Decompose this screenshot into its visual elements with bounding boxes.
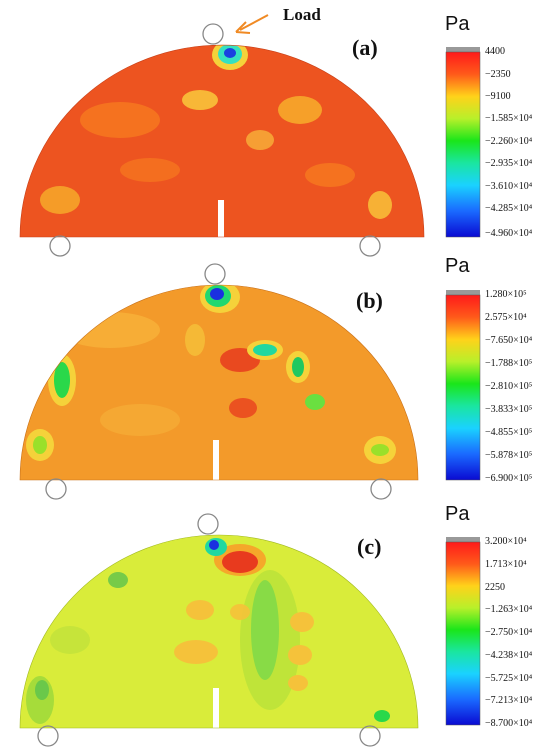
colorbar-b-tick-7: −5.878×10⁵ bbox=[485, 450, 532, 461]
colorbar-c-tick-6: −5.725×10⁴ bbox=[485, 673, 533, 684]
colorbar-b-tick-5: −3.833×10⁵ bbox=[485, 404, 532, 415]
colorbar-b-tick-4: −2.810×10⁵ bbox=[485, 381, 532, 392]
colorbar-b-tick-0: 1.280×10⁵ bbox=[485, 289, 527, 300]
colorbar-c-tick-2: 2250 bbox=[485, 582, 505, 593]
panel-b: (b) Pa 1.280×10⁵ 2.575×10⁴ −7.650×10⁴ −1… bbox=[19, 255, 533, 500]
panel-label-c: (c) bbox=[357, 534, 381, 559]
load-arrow-icon bbox=[235, 14, 269, 34]
colorbar-c-tick-3: −1.263×10⁴ bbox=[485, 604, 533, 615]
unit-label-b: Pa bbox=[445, 255, 470, 277]
colorbar-a bbox=[445, 47, 481, 238]
support-right-c bbox=[359, 725, 381, 747]
colorbar-c-tick-5: −4.238×10⁴ bbox=[485, 650, 533, 661]
support-left-a bbox=[49, 235, 71, 257]
colorbar-c-tick-8: −8.700×10⁴ bbox=[485, 718, 533, 729]
colorbar-c bbox=[445, 537, 481, 726]
panel-a: Load (a) Pa 4400 −2350 −9100 −1.585×10⁴ … bbox=[19, 5, 533, 257]
panel-c-contour bbox=[20, 535, 418, 728]
load-point-a bbox=[202, 23, 224, 45]
colorbar-a-tick-1: −2350 bbox=[485, 69, 511, 80]
colorbar-b bbox=[445, 290, 481, 481]
support-right-b bbox=[370, 478, 392, 500]
colorbar-a-tick-3: −1.585×10⁴ bbox=[485, 113, 533, 124]
unit-label-c: Pa bbox=[445, 503, 470, 525]
panel-a-contour bbox=[20, 45, 424, 237]
colorbar-b-tick-1: 2.575×10⁴ bbox=[485, 312, 527, 323]
load-label: Load bbox=[283, 5, 321, 24]
load-point-b bbox=[204, 263, 226, 285]
colorbar-a-tick-2: −9100 bbox=[485, 91, 511, 102]
colorbar-a-tick-7: −4.285×10⁴ bbox=[485, 203, 533, 214]
colorbar-a-tick-4: −2.260×10⁴ bbox=[485, 136, 533, 147]
colorbar-b-tick-3: −1.788×10⁵ bbox=[485, 358, 532, 369]
colorbar-b-ticks: 1.280×10⁵ 2.575×10⁴ −7.650×10⁴ −1.788×10… bbox=[485, 289, 533, 484]
colorbar-a-tick-8: −4.960×10⁴ bbox=[485, 228, 533, 239]
colorbar-c-tick-1: 1.713×10⁴ bbox=[485, 559, 527, 570]
colorbar-c-ticks: 3.200×10⁴ 1.713×10⁴ 2250 −1.263×10⁴ −2.7… bbox=[485, 536, 533, 729]
colorbar-a-ticks: 4400 −2350 −9100 −1.585×10⁴ −2.260×10⁴ −… bbox=[485, 46, 533, 239]
support-right-a bbox=[359, 235, 381, 257]
load-point-c bbox=[197, 513, 219, 535]
colorbar-a-tick-6: −3.610×10⁴ bbox=[485, 181, 533, 192]
panel-c: (c) Pa 3.200×10⁴ 1.713×10⁴ 2250 −1.263×1… bbox=[19, 503, 533, 747]
colorbar-b-tick-6: −4.855×10⁵ bbox=[485, 427, 532, 438]
panel-label-b: (b) bbox=[356, 288, 383, 313]
colorbar-b-tick-2: −7.650×10⁴ bbox=[485, 335, 533, 346]
panel-label-a: (a) bbox=[352, 35, 378, 60]
colorbar-a-tick-5: −2.935×10⁴ bbox=[485, 158, 533, 169]
unit-label-a: Pa bbox=[445, 13, 470, 35]
support-left-b bbox=[45, 478, 67, 500]
colorbar-c-tick-7: −7.213×10⁴ bbox=[485, 695, 533, 706]
colorbar-c-tick-4: −2.750×10⁴ bbox=[485, 627, 533, 638]
colorbar-a-tick-0: 4400 bbox=[485, 46, 505, 57]
colorbar-c-tick-0: 3.200×10⁴ bbox=[485, 536, 527, 547]
colorbar-b-tick-8: −6.900×10⁵ bbox=[485, 473, 532, 484]
support-left-c bbox=[37, 725, 59, 747]
